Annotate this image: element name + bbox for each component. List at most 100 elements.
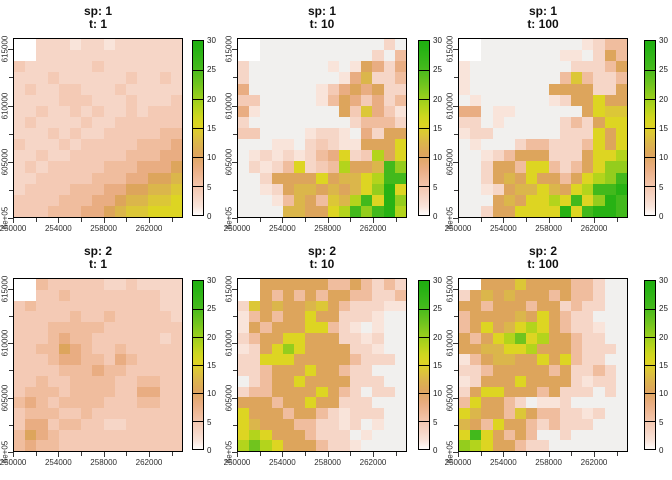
heatmap-cell [526, 83, 538, 95]
heatmap-cell [514, 94, 527, 106]
heatmap-cell [125, 322, 138, 333]
heatmap-cell [159, 375, 171, 387]
heatmap-cell [249, 408, 261, 419]
heatmap-cell [305, 61, 317, 73]
heatmap-cell [615, 311, 627, 322]
heatmap-cell [537, 94, 549, 106]
heatmap-cell [260, 50, 272, 62]
heatmap-cell [238, 116, 250, 128]
heatmap-cell [349, 365, 362, 376]
heatmap-cell [316, 72, 328, 84]
heatmap-cell [238, 300, 250, 312]
heatmap-cell [293, 161, 306, 173]
colorkey-separator [193, 309, 203, 310]
heatmap-cell [383, 172, 395, 184]
heatmap-cell [548, 386, 560, 398]
x-tick-label: 258000 [535, 224, 563, 233]
colorkey-sp2-t1 [192, 280, 204, 450]
heatmap-cell [69, 128, 82, 140]
heatmap-cell [338, 194, 350, 206]
heatmap-cell [361, 128, 373, 140]
heatmap-cell [249, 397, 261, 408]
heatmap-cell [481, 440, 493, 451]
x-tick-label: 254000 [268, 224, 296, 233]
heatmap-cell [537, 139, 549, 151]
heatmap-cell [394, 139, 406, 151]
heatmap-cell [570, 429, 583, 441]
heatmap-cell [58, 39, 70, 51]
heatmap-cell [481, 116, 493, 128]
heatmap-cell [14, 139, 26, 151]
heatmap-cell [81, 194, 93, 206]
heatmap-cell [372, 72, 384, 84]
x-tick [149, 218, 150, 223]
heatmap-cell [81, 39, 93, 51]
y-tick [454, 316, 458, 318]
heatmap-cell [514, 300, 527, 312]
heatmap-cell [459, 128, 471, 140]
heatmap-cell [394, 116, 406, 128]
heatmap-cell [159, 94, 171, 106]
heatmap-cell [249, 418, 261, 430]
heatmap-cell [170, 408, 182, 419]
heatmap-cell [593, 150, 605, 162]
heatmap-cell [170, 194, 182, 206]
heatmap-cell [470, 354, 482, 365]
heatmap-cell [170, 365, 182, 376]
heatmap-cell [537, 172, 549, 184]
heatmap-cell [58, 375, 70, 387]
heatmap-cell [548, 397, 560, 408]
heatmap-cell [103, 161, 115, 173]
heatmap-cell [394, 94, 406, 106]
heatmap-cell [125, 116, 138, 128]
y-tick-label: 615000 [224, 275, 234, 303]
heatmap-cell [394, 397, 406, 408]
heatmap-cell [604, 72, 616, 84]
heatmap-cell [593, 429, 605, 441]
colorkey-separator [193, 337, 203, 338]
heatmap-cell [36, 128, 48, 140]
heatmap-cell [103, 289, 115, 301]
heatmap-cell [593, 61, 605, 73]
heatmap-cell [526, 94, 538, 106]
heatmap-cell [14, 172, 26, 184]
heatmap-cell [148, 161, 160, 173]
heatmap-cell [305, 50, 317, 62]
heatmap-cell [514, 279, 527, 290]
heatmap-cell [159, 408, 171, 419]
heatmap-cell [548, 194, 560, 206]
heatmap-cell [361, 354, 373, 365]
heatmap-cell [81, 172, 93, 184]
heatmap-cell [514, 289, 527, 301]
heatmap-cell [604, 161, 616, 173]
heatmap-cell [249, 386, 261, 398]
heatmap-cell [383, 105, 395, 117]
heatmap-cell [170, 343, 182, 355]
colorkey-separator [193, 70, 203, 71]
heatmap-cell [327, 408, 339, 419]
heatmap-cell [271, 72, 283, 84]
heatmap-cell [159, 300, 171, 312]
heatmap-cell [593, 194, 605, 206]
heatmap-cell [159, 50, 171, 62]
heatmap-cell [170, 289, 182, 301]
heatmap-cell [349, 311, 362, 322]
heatmap-cell [293, 429, 306, 441]
y-tick [453, 288, 458, 290]
heatmap-cell [114, 375, 126, 387]
heatmap-cell [81, 397, 93, 408]
heatmap-cell [316, 375, 328, 387]
heatmap-cell [615, 172, 627, 184]
y-tick-label: 605000 [224, 148, 234, 176]
heatmap-cell [316, 418, 328, 430]
heatmap-cell [137, 343, 149, 355]
heatmap-cell [492, 408, 504, 419]
colorkey-separator [645, 309, 655, 310]
heatmap-cell [394, 72, 406, 84]
heatmap-cell [394, 440, 406, 451]
heatmap-cell [383, 311, 395, 322]
heatmap-cell [327, 205, 339, 217]
heatmap-cell [114, 332, 126, 344]
heatmap-cell [159, 386, 171, 398]
heatmap-cell [570, 94, 583, 106]
